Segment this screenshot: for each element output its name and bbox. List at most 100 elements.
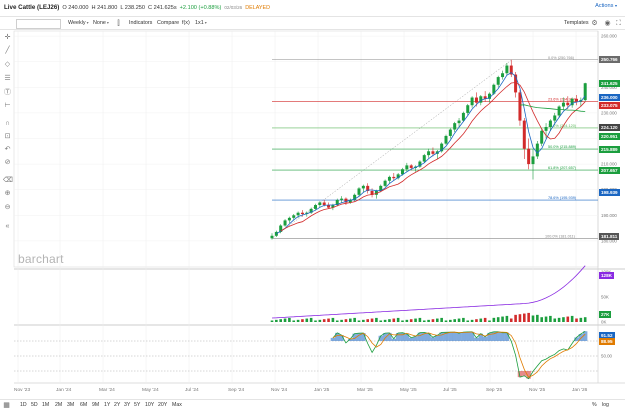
calendar-icon[interactable]: ▦: [3, 402, 10, 409]
overbought-fill: [430, 337, 436, 341]
trash-icon[interactable]: ⌫: [3, 177, 13, 184]
range-button-6m[interactable]: 6M: [80, 402, 88, 408]
measure-icon[interactable]: ⊢: [4, 102, 11, 109]
range-button-5d[interactable]: 5D: [31, 402, 38, 408]
x-tick-label: May '24: [142, 388, 159, 393]
volume-bar: [544, 316, 548, 322]
indicators-button[interactable]: Indicators: [129, 20, 153, 26]
range-button-1m[interactable]: 1M: [42, 402, 50, 408]
range-button-1d[interactable]: 1D: [20, 402, 27, 408]
range-button-10y[interactable]: 10Y: [145, 402, 155, 408]
price-tag: 236.000: [599, 94, 620, 102]
candle-body: [327, 205, 331, 208]
volume-bar: [440, 317, 443, 322]
volume-bar: [418, 317, 422, 322]
range-button-9m[interactable]: 9M: [92, 402, 100, 408]
oversold-fill: [526, 371, 531, 379]
crosshair-icon[interactable]: ✛: [4, 34, 11, 41]
candle-body: [444, 135, 448, 144]
zoom-out-icon[interactable]: ⊖: [4, 204, 11, 211]
none-dropdown[interactable]: None▾: [93, 20, 109, 26]
candle-body: [322, 202, 326, 206]
percent-toggle[interactable]: %: [592, 402, 597, 408]
candle-body: [479, 96, 483, 103]
candle-body: [344, 198, 348, 203]
range-button-3y[interactable]: 3Y: [124, 402, 131, 408]
candle-body: [296, 212, 300, 216]
expand-icon[interactable]: ⛶: [616, 20, 621, 27]
zoom-in-icon[interactable]: ⊕: [4, 190, 11, 197]
visibility-icon[interactable]: ⊘: [4, 159, 11, 166]
candle-body: [583, 83, 587, 101]
layout-dropdown[interactable]: 1x1▾: [195, 20, 207, 26]
actions-menu[interactable]: Actions ▾: [595, 3, 617, 9]
volume-bar: [509, 318, 513, 322]
candle-body: [422, 155, 426, 162]
osc-k-line: [332, 330, 586, 380]
overbought-fill: [491, 331, 497, 341]
volume-bar: [275, 319, 278, 322]
range-button-20y[interactable]: 20Y: [158, 402, 168, 408]
fib-trend-line: [271, 59, 513, 239]
undo-icon[interactable]: ↶: [4, 146, 11, 153]
volume-bar: [475, 319, 478, 322]
trend-line-icon[interactable]: ╱: [5, 47, 10, 54]
shapes-icon[interactable]: ◇: [4, 61, 11, 68]
function-button[interactable]: f(x): [182, 20, 190, 26]
volume-bar: [566, 316, 570, 322]
templates-button[interactable]: Templates: [564, 20, 589, 26]
fib-icon[interactable]: ☰: [4, 75, 11, 82]
candle-body: [361, 185, 365, 189]
compare-button[interactable]: Compare: [157, 20, 180, 26]
symbol-input[interactable]: [16, 19, 61, 29]
lock-icon[interactable]: ⊡: [4, 133, 11, 140]
overbought-fill: [461, 332, 466, 341]
text-icon[interactable]: Ⓣ: [4, 89, 11, 96]
oscillator-pane: [14, 330, 598, 380]
overbought-fill: [382, 333, 388, 341]
price-tag: 241.625: [599, 79, 620, 87]
candle-body: [501, 73, 505, 78]
volume-bar: [340, 319, 343, 322]
chevron-down-icon: ▾: [204, 20, 207, 25]
overbought-fill: [417, 332, 423, 341]
range-button-max[interactable]: Max: [172, 402, 182, 408]
barchart-watermark: barchart: [18, 252, 64, 266]
candle-body: [427, 151, 431, 156]
range-button-3m[interactable]: 3M: [67, 402, 75, 408]
candle-body: [514, 74, 518, 93]
volume-bar: [357, 320, 361, 322]
range-button-2y[interactable]: 2Y: [114, 402, 121, 408]
volume-bar: [383, 319, 387, 322]
fib-level-label: 61.8% (207.657): [548, 166, 577, 170]
range-button-5y[interactable]: 5Y: [134, 402, 141, 408]
overbought-fill: [361, 333, 366, 341]
candle-body: [531, 156, 535, 165]
magnet-icon[interactable]: ∩: [4, 120, 11, 127]
low-value: L 238.250: [120, 4, 146, 11]
volume-bar: [331, 317, 335, 322]
collapse-icon[interactable]: «: [5, 223, 10, 230]
bar-type-icon[interactable]: ⫿: [117, 20, 120, 27]
range-button-1y[interactable]: 1Y: [104, 402, 111, 408]
osc-tag: 91.52: [599, 331, 615, 339]
overbought-fill: [391, 338, 396, 341]
interval-dropdown[interactable]: Weekly▾: [68, 20, 89, 26]
candle-body: [370, 190, 374, 195]
settings-icon[interactable]: ⚙: [591, 20, 598, 27]
candle-body: [401, 169, 404, 175]
range-button-2m[interactable]: 2M: [55, 402, 63, 408]
volume-bar: [479, 318, 483, 322]
symbol-title: Live Cattle (LEJ26): [4, 4, 60, 11]
candle-body: [392, 176, 396, 179]
price-tick-label: 260.000: [601, 34, 617, 39]
log-toggle[interactable]: log: [602, 402, 609, 408]
overbought-fill: [330, 337, 336, 341]
osc-tick-label: 50.00: [601, 354, 613, 359]
overbought-fill: [400, 332, 405, 341]
candle-body: [518, 92, 522, 121]
interval-label: Weekly: [68, 20, 86, 26]
camera-icon[interactable]: ◉: [604, 20, 611, 27]
volume-bar: [505, 315, 509, 322]
